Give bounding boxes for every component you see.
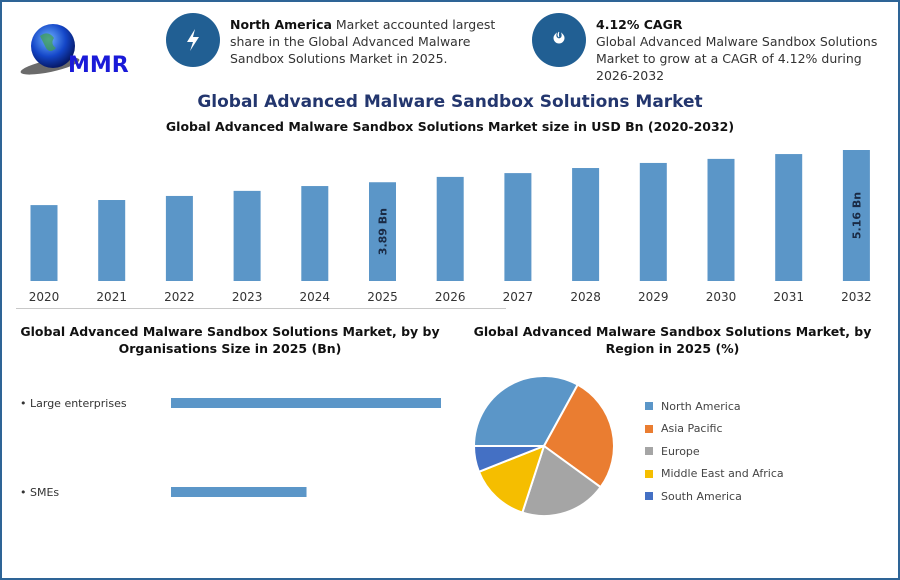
bar-2021 xyxy=(98,200,126,281)
slice-north-america xyxy=(472,375,580,447)
legend-label: Europe xyxy=(661,444,700,458)
legend-item-europe: Europe xyxy=(645,440,784,463)
logo-text: MMR xyxy=(68,53,129,78)
x-tick-2026: 2026 xyxy=(435,290,466,304)
x-tick-2025: 2025 xyxy=(367,290,398,304)
data-label-2032: 5.16 Bn xyxy=(850,192,863,239)
org-size-chart-title: Global Advanced Malware Sandbox Solution… xyxy=(20,324,440,356)
slice-middle-east-and-africa xyxy=(477,444,546,514)
legend-label: Asia Pacific xyxy=(661,422,723,436)
legend-label: Middle East and Africa xyxy=(661,467,784,481)
legend-swatch xyxy=(645,424,653,433)
flame-drop-icon xyxy=(532,13,586,67)
slice-asia-pacific xyxy=(542,383,615,489)
legend-item-middle-east-and-africa: Middle East and Africa xyxy=(645,463,784,486)
x-tick-2028: 2028 xyxy=(570,290,601,304)
legend-item-south-america: South America xyxy=(645,485,784,508)
x-tick-2020: 2020 xyxy=(29,290,60,304)
hbar-smes xyxy=(171,487,307,497)
bar-2022 xyxy=(165,195,193,281)
info-north-america: North America Market accounted largest s… xyxy=(230,17,496,66)
x-tick-2032: 2032 xyxy=(841,290,872,304)
label-smes: • SMEs xyxy=(20,486,60,499)
label-large-enterprises: • Large enterprises xyxy=(20,397,127,410)
axis-line xyxy=(16,308,506,309)
bar-2026 xyxy=(436,176,464,281)
legend-item-asia-pacific: Asia Pacific xyxy=(645,418,784,441)
legend-label: South America xyxy=(661,489,742,503)
bar-2027 xyxy=(504,173,532,281)
hbar-large-enterprises xyxy=(171,398,441,408)
legend-item-north-america: North America xyxy=(645,395,784,418)
legend-label: North America xyxy=(661,399,741,413)
region-chart-title: Global Advanced Malware Sandbox Solution… xyxy=(473,324,872,356)
lightning-bolt-icon xyxy=(166,13,220,67)
bar-chart-title: Global Advanced Malware Sandbox Solution… xyxy=(165,119,735,134)
bar-2023 xyxy=(233,190,261,281)
bar-2028 xyxy=(572,168,600,281)
page-title: Global Advanced Malware Sandbox Solution… xyxy=(197,92,703,112)
bar-2025 xyxy=(369,182,396,281)
x-tick-2030: 2030 xyxy=(706,290,737,304)
legend-swatch xyxy=(645,492,653,501)
legend-swatch xyxy=(645,447,653,456)
bar-2020 xyxy=(30,205,58,281)
slice-europe xyxy=(521,444,603,517)
org-size-bar-chart xyxy=(171,398,441,497)
x-tick-2024: 2024 xyxy=(300,290,331,304)
mmr-logo: MMR xyxy=(20,24,129,78)
bar-2030 xyxy=(707,158,735,281)
legend-swatch xyxy=(645,402,653,411)
bar-2031 xyxy=(775,154,803,281)
x-tick-2023: 2023 xyxy=(232,290,263,304)
slice-south-america xyxy=(472,445,545,474)
bar-2024 xyxy=(301,186,329,281)
region-pie-chart xyxy=(472,375,615,517)
data-label-2025: 3.89 Bn xyxy=(377,208,390,255)
bar-2032 xyxy=(842,150,870,281)
x-tick-2029: 2029 xyxy=(638,290,669,304)
info-cagr: 4.12% CAGR Global Advanced Malware Sandbo… xyxy=(596,17,878,83)
bar-2029 xyxy=(639,162,667,281)
market-size-bar-chart: 2020 2021 2022 2023 2024 2025 3.89 Bn 2026 2027 2… xyxy=(29,150,872,304)
pie-legend: North America Asia Pacific Europe Middle Ea… xyxy=(645,395,784,508)
x-tick-2021: 2021 xyxy=(96,290,127,304)
x-tick-2022: 2022 xyxy=(164,290,195,304)
legend-swatch xyxy=(645,469,653,478)
x-tick-2027: 2027 xyxy=(503,290,534,304)
x-tick-2031: 2031 xyxy=(773,290,804,304)
